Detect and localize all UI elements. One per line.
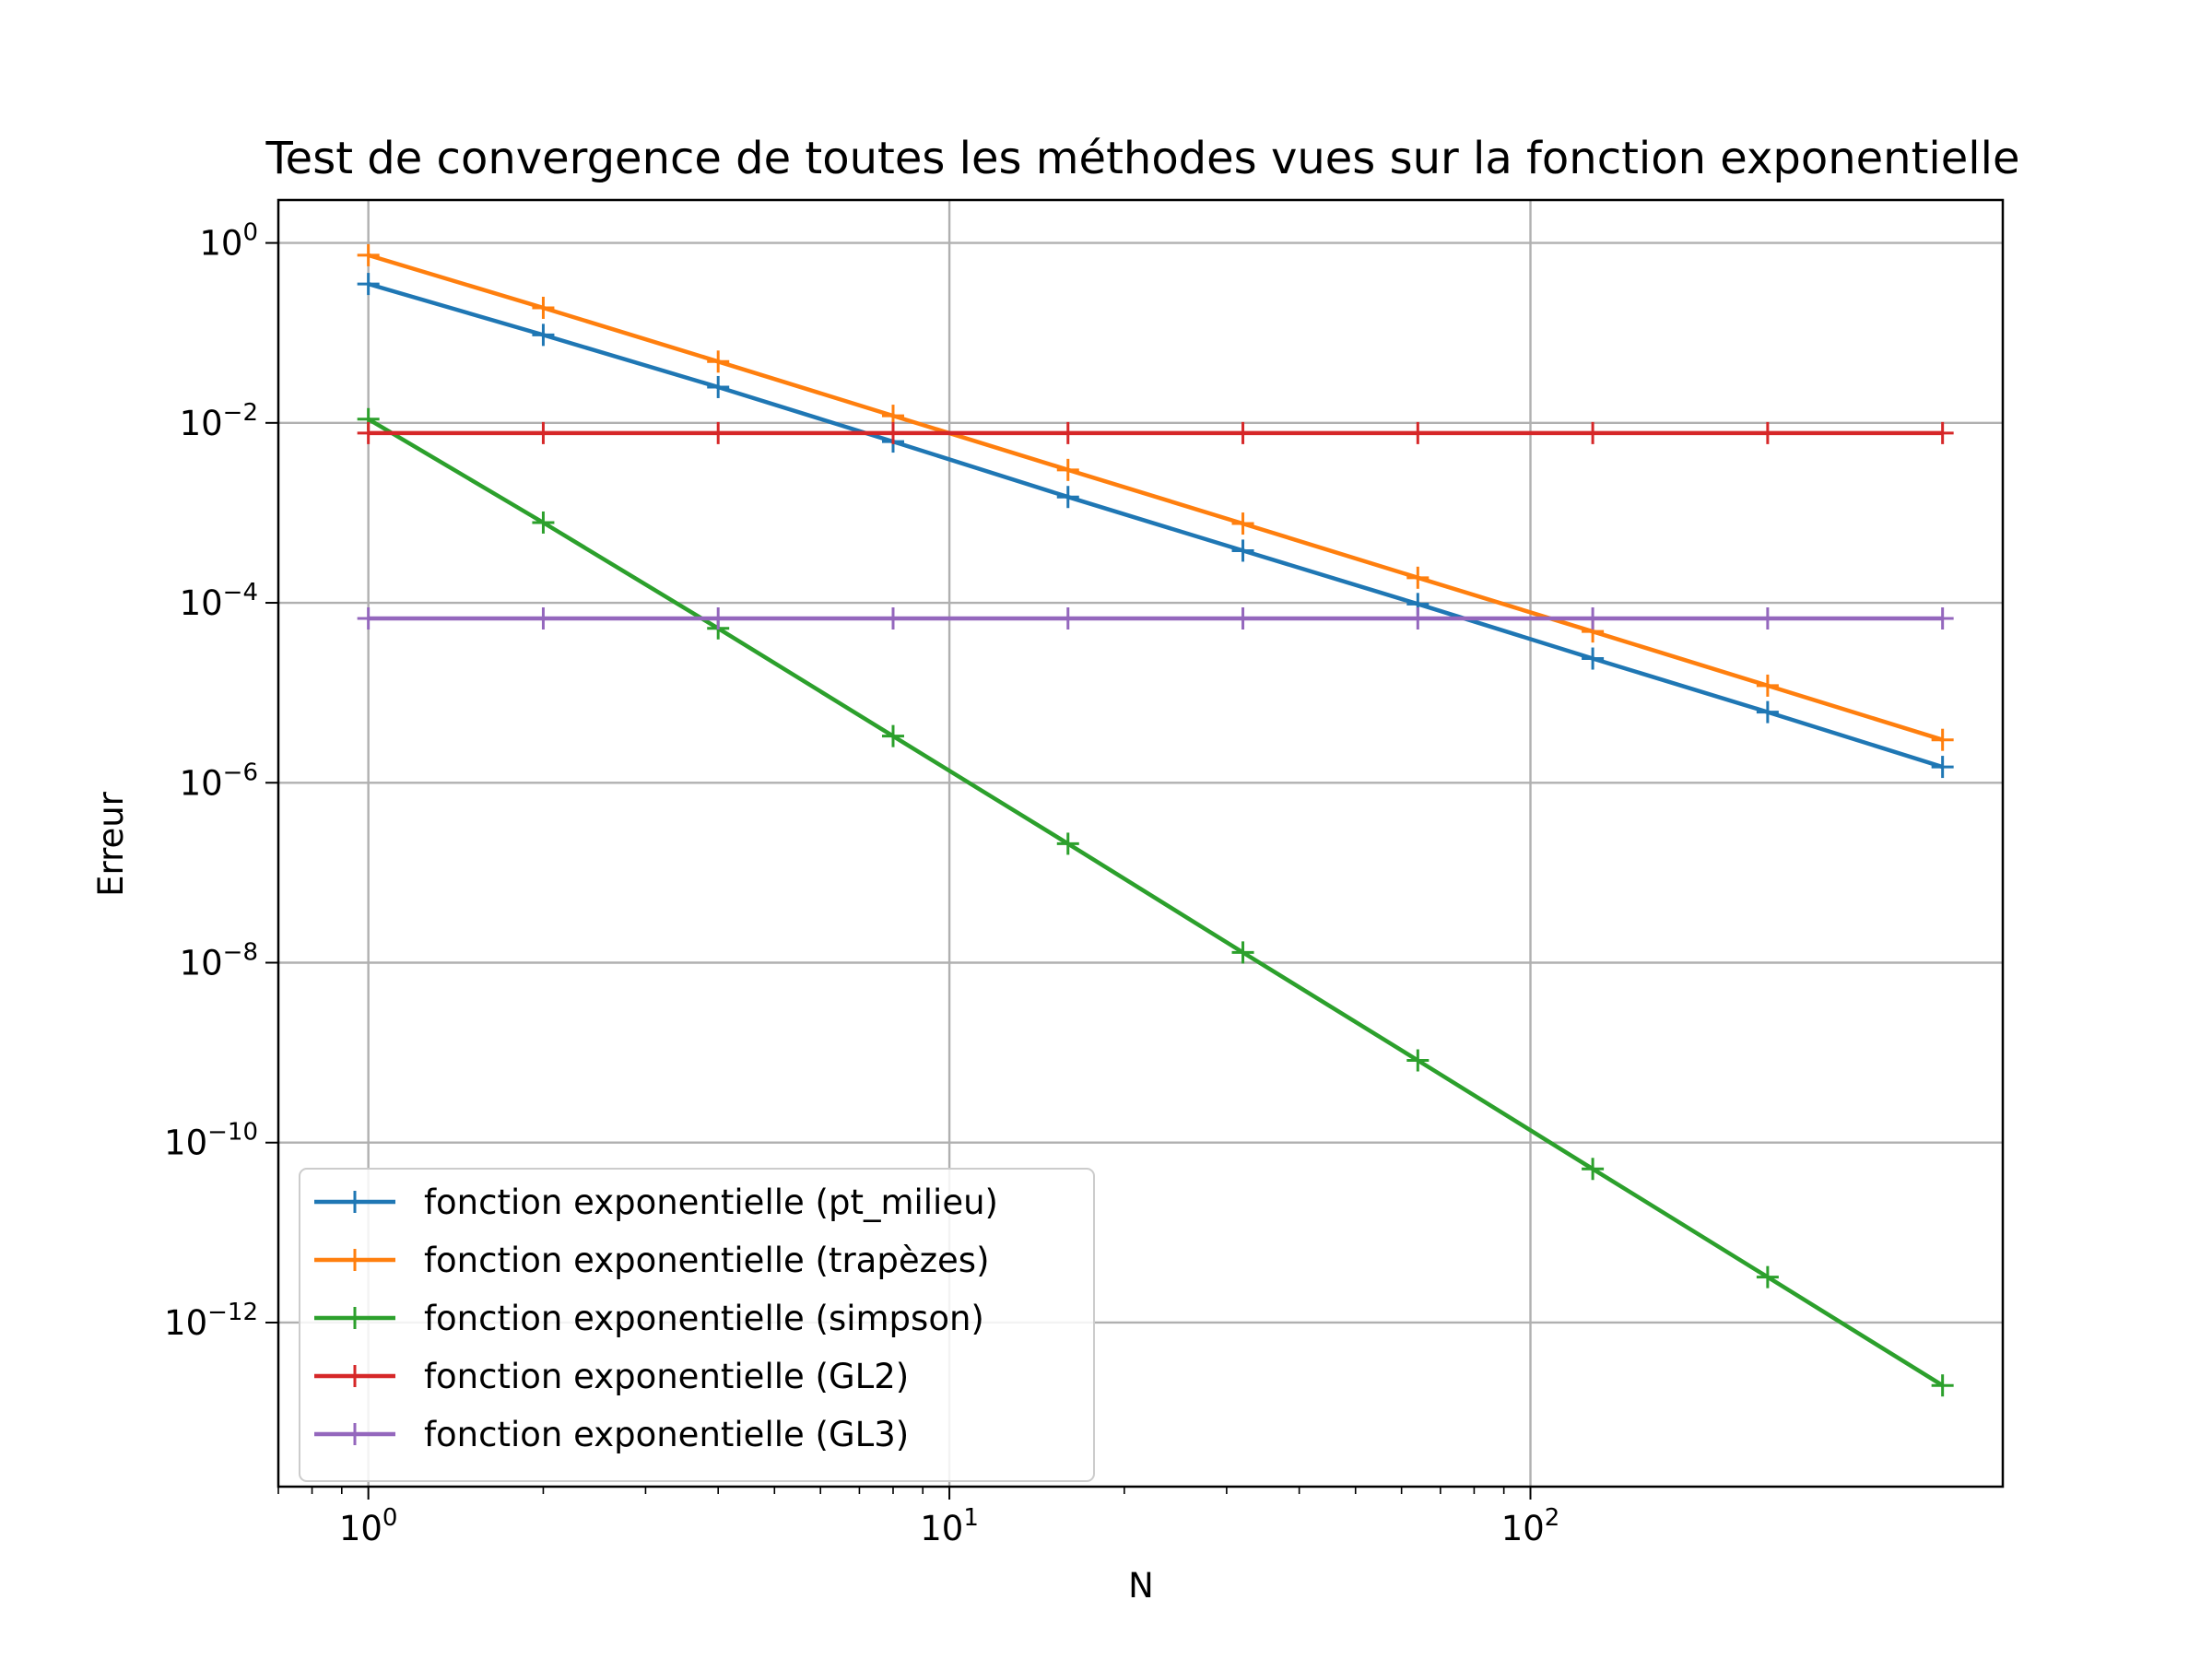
legend-entry: fonction exponentielle (simpson): [314, 1299, 984, 1338]
data-point: [1231, 421, 1254, 444]
series-2: [357, 407, 1954, 1397]
data-point: [1756, 674, 1779, 697]
legend-entry: fonction exponentielle (pt_milieu): [314, 1182, 998, 1222]
data-point: [1406, 607, 1430, 630]
series-1: [357, 243, 1954, 751]
chart-title: Test de convergence de toutes les méthod…: [265, 133, 2020, 184]
data-point: [1931, 756, 1954, 779]
data-point: [1931, 1374, 1954, 1397]
data-point: [532, 607, 555, 630]
data-point: [1056, 421, 1079, 444]
data-point: [1231, 941, 1254, 964]
series-0: [357, 273, 1954, 779]
data-point: [1931, 421, 1954, 444]
data-point: [1406, 566, 1430, 589]
data-point: [881, 607, 904, 630]
grid: [278, 200, 2003, 1487]
y-tick-label: 100: [199, 219, 258, 264]
data-point: [532, 296, 555, 319]
legend: fonction exponentielle (pt_milieu)foncti…: [299, 1168, 1095, 1482]
data-point: [1582, 647, 1605, 670]
data-point: [1406, 421, 1430, 444]
y-tick-label: 10−2: [180, 399, 258, 443]
y-axis-label: Erreur: [91, 791, 131, 897]
data-point: [1756, 607, 1779, 630]
y-tick-label: 10−6: [180, 759, 258, 803]
legend-label: fonction exponentielle (GL3): [424, 1415, 909, 1454]
y-tick-label: 10−8: [180, 938, 258, 982]
data-point: [1056, 486, 1079, 509]
data-point: [1231, 512, 1254, 535]
series-line: [368, 253, 1944, 742]
x-tick-label: 100: [339, 1504, 398, 1548]
data-point: [707, 421, 730, 444]
data-point: [1931, 607, 1954, 630]
y-axis-ticks: 100 10−2 10−4 10−6 10−8 10−10 10−12: [164, 219, 278, 1343]
data-point: [532, 421, 555, 444]
data-point: [707, 607, 730, 630]
y-tick-label: 10−10: [164, 1119, 258, 1163]
data-point: [532, 324, 555, 347]
data-point: [1231, 607, 1254, 630]
legend-label: fonction exponentielle (GL2): [424, 1357, 909, 1396]
data-point: [707, 350, 730, 373]
data-point: [1406, 1049, 1430, 1072]
legend-label: fonction exponentielle (pt_milieu): [424, 1182, 998, 1222]
data-point: [881, 421, 904, 444]
series-line: [367, 417, 1944, 1388]
x-axis-ticks: 100 101 102: [277, 1487, 1560, 1548]
x-tick-label: 101: [920, 1504, 979, 1548]
series-3: [357, 421, 1954, 444]
data-point: [1582, 607, 1605, 630]
data-point: [1756, 700, 1779, 724]
plot-frame: [276, 198, 2005, 1488]
data-point: [1056, 458, 1079, 481]
data-point: [1582, 421, 1605, 444]
y-tick-label: 10−12: [164, 1299, 258, 1343]
legend-label: fonction exponentielle (trapèzes): [424, 1241, 990, 1280]
legend-entry: fonction exponentielle (GL3): [314, 1415, 909, 1454]
data-point: [357, 273, 380, 296]
legend-entry: fonction exponentielle (GL2): [314, 1357, 909, 1396]
data-point: [532, 511, 555, 534]
series-group: [357, 243, 1954, 1397]
data-point: [1056, 832, 1079, 855]
data-point: [881, 724, 904, 747]
data-point: [1756, 1265, 1779, 1288]
y-tick-label: 10−4: [180, 579, 258, 623]
data-point: [1056, 607, 1079, 630]
x-axis-label: N: [1128, 1566, 1154, 1606]
data-point: [1931, 728, 1954, 751]
legend-box: [299, 1168, 1095, 1482]
legend-entry: fonction exponentielle (trapèzes): [314, 1241, 990, 1280]
data-point: [357, 607, 380, 630]
data-point: [357, 243, 380, 266]
legend-label: fonction exponentielle (simpson): [424, 1299, 984, 1338]
x-tick-label: 102: [1501, 1504, 1560, 1548]
data-point: [707, 375, 730, 398]
data-point: [357, 421, 380, 444]
data-point: [1231, 539, 1254, 562]
series-4: [357, 607, 1954, 630]
data-point: [1582, 1158, 1605, 1181]
data-point: [1756, 421, 1779, 444]
series-line: [368, 281, 1944, 770]
